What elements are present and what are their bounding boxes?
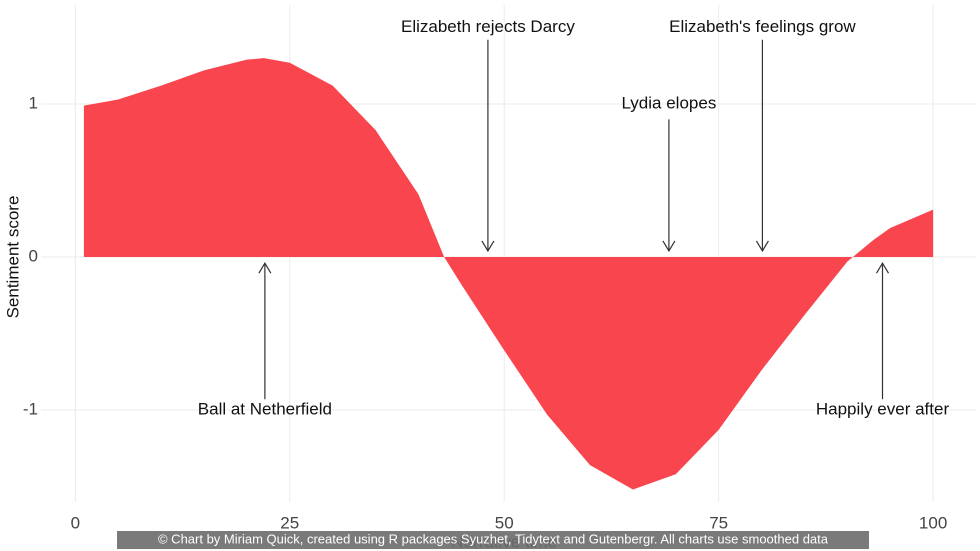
credit: © Chart by Miriam Quick, created using R… xyxy=(158,531,829,546)
arrow-head xyxy=(662,240,676,253)
x-tick-label: 25 xyxy=(280,513,299,532)
annotation: Lydia elopes xyxy=(621,94,716,113)
annotation: Ball at Netherfield xyxy=(198,399,332,418)
annotation: Elizabeth's feelings grow xyxy=(669,17,856,36)
arrow-head xyxy=(875,261,890,274)
y-tick-label: 0 xyxy=(29,247,38,266)
annotation: Elizabeth rejects Darcy xyxy=(401,17,575,36)
y-axis-title: Sentiment score xyxy=(3,196,22,319)
credit-background xyxy=(117,531,869,549)
y-tick-label: 1 xyxy=(29,94,38,113)
x-tick-label: 75 xyxy=(709,513,728,532)
x-tick-label: 0 xyxy=(71,513,80,532)
arrow-head xyxy=(258,261,272,274)
y-tick-label: -1 xyxy=(23,399,38,418)
area xyxy=(83,58,934,490)
x-tick-label: 100 xyxy=(919,513,947,532)
arrow-head xyxy=(481,240,495,253)
x-tick-label: 50 xyxy=(495,513,514,532)
arrow-head xyxy=(755,240,769,253)
annotation: Happily ever after xyxy=(816,399,950,418)
